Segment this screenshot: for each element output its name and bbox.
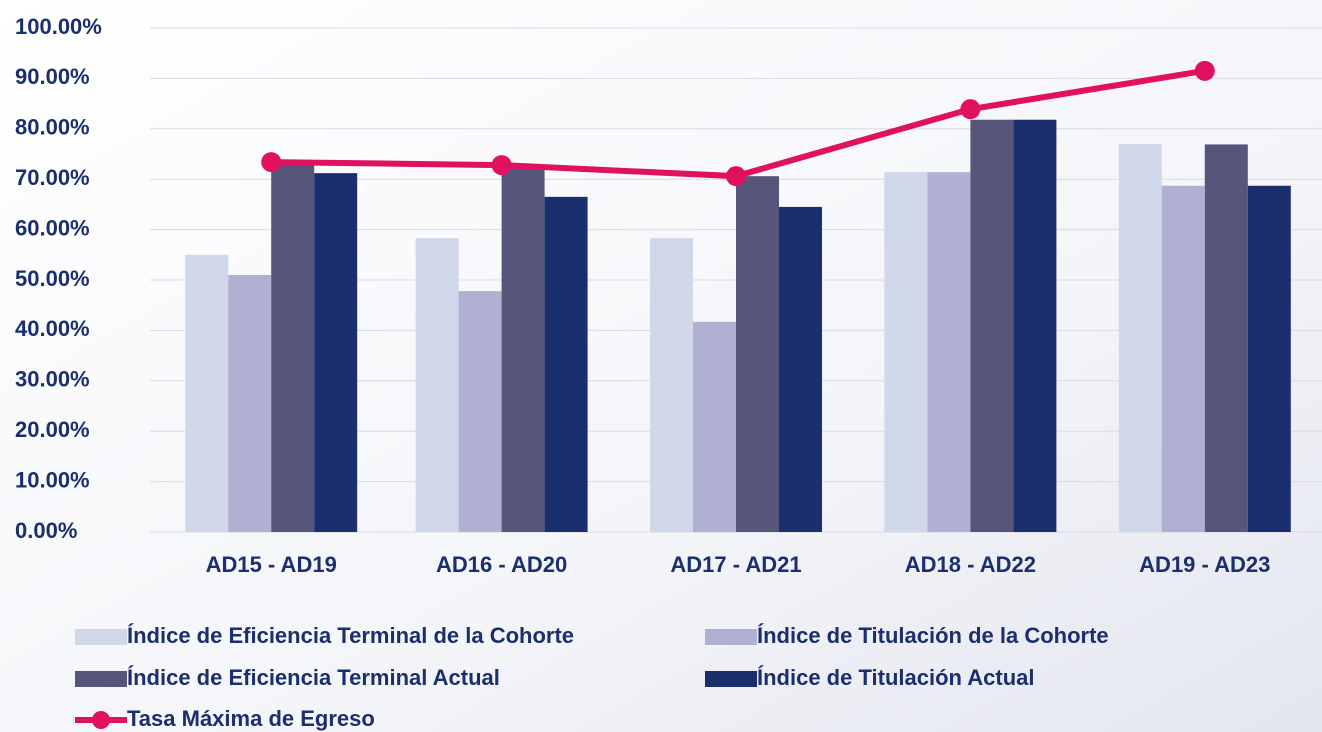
legend-swatch (705, 671, 757, 687)
bar (1247, 185, 1291, 532)
y-tick-label: 100.00% (15, 14, 102, 39)
x-tick-label: AD15 - AD19 (206, 552, 337, 577)
y-tick-label: 90.00% (15, 64, 90, 89)
bar (415, 238, 459, 532)
bar (501, 165, 545, 532)
bar (185, 254, 229, 533)
y-tick-label: 70.00% (15, 165, 90, 190)
bar (271, 161, 315, 532)
x-tick-label: AD19 - AD23 (1139, 552, 1270, 577)
x-tick-label: AD16 - AD20 (436, 552, 567, 577)
legend-label: Tasa Máxima de Egreso (127, 706, 375, 731)
line-point (491, 155, 512, 176)
bar (1161, 185, 1205, 532)
legend-swatch (705, 629, 757, 645)
y-tick-label: 10.00% (15, 467, 90, 492)
y-tick-label: 30.00% (15, 367, 90, 392)
bar (314, 173, 358, 533)
bar (779, 206, 822, 533)
y-tick-label: 40.00% (15, 316, 90, 341)
line-point (726, 166, 746, 187)
y-tick-label: 60.00% (15, 215, 90, 240)
bar (1118, 143, 1162, 533)
x-tick-label: AD17 - AD21 (670, 552, 801, 577)
bar (1204, 144, 1248, 532)
bar (927, 172, 971, 533)
y-tick-label: 50.00% (15, 266, 90, 291)
y-tick-label: 0.00% (15, 518, 77, 543)
y-tick-label: 80.00% (15, 115, 90, 140)
bar (884, 172, 928, 533)
bar (1013, 119, 1057, 532)
legend-swatch (92, 711, 110, 729)
bar (970, 119, 1014, 532)
bar (650, 238, 693, 532)
legend-swatch (75, 671, 127, 687)
line-point (960, 99, 981, 120)
legend-label: Índice de Eficiencia Terminal Actual (127, 665, 500, 690)
legend-label: Índice de Titulación Actual (757, 665, 1035, 690)
legend-label: Índice de Titulación de la Cohorte (757, 623, 1109, 648)
line-point (1194, 60, 1215, 81)
bar (693, 321, 736, 532)
legend-label: Índice de Eficiencia Terminal de la Coho… (127, 623, 574, 648)
y-tick-label: 20.00% (15, 417, 90, 442)
bar (736, 176, 779, 532)
bar (544, 196, 588, 532)
bar (458, 291, 502, 532)
line-point (261, 152, 282, 173)
legend-swatch (75, 629, 127, 645)
x-tick-label: AD18 - AD22 (905, 552, 1036, 577)
bar (228, 274, 272, 532)
